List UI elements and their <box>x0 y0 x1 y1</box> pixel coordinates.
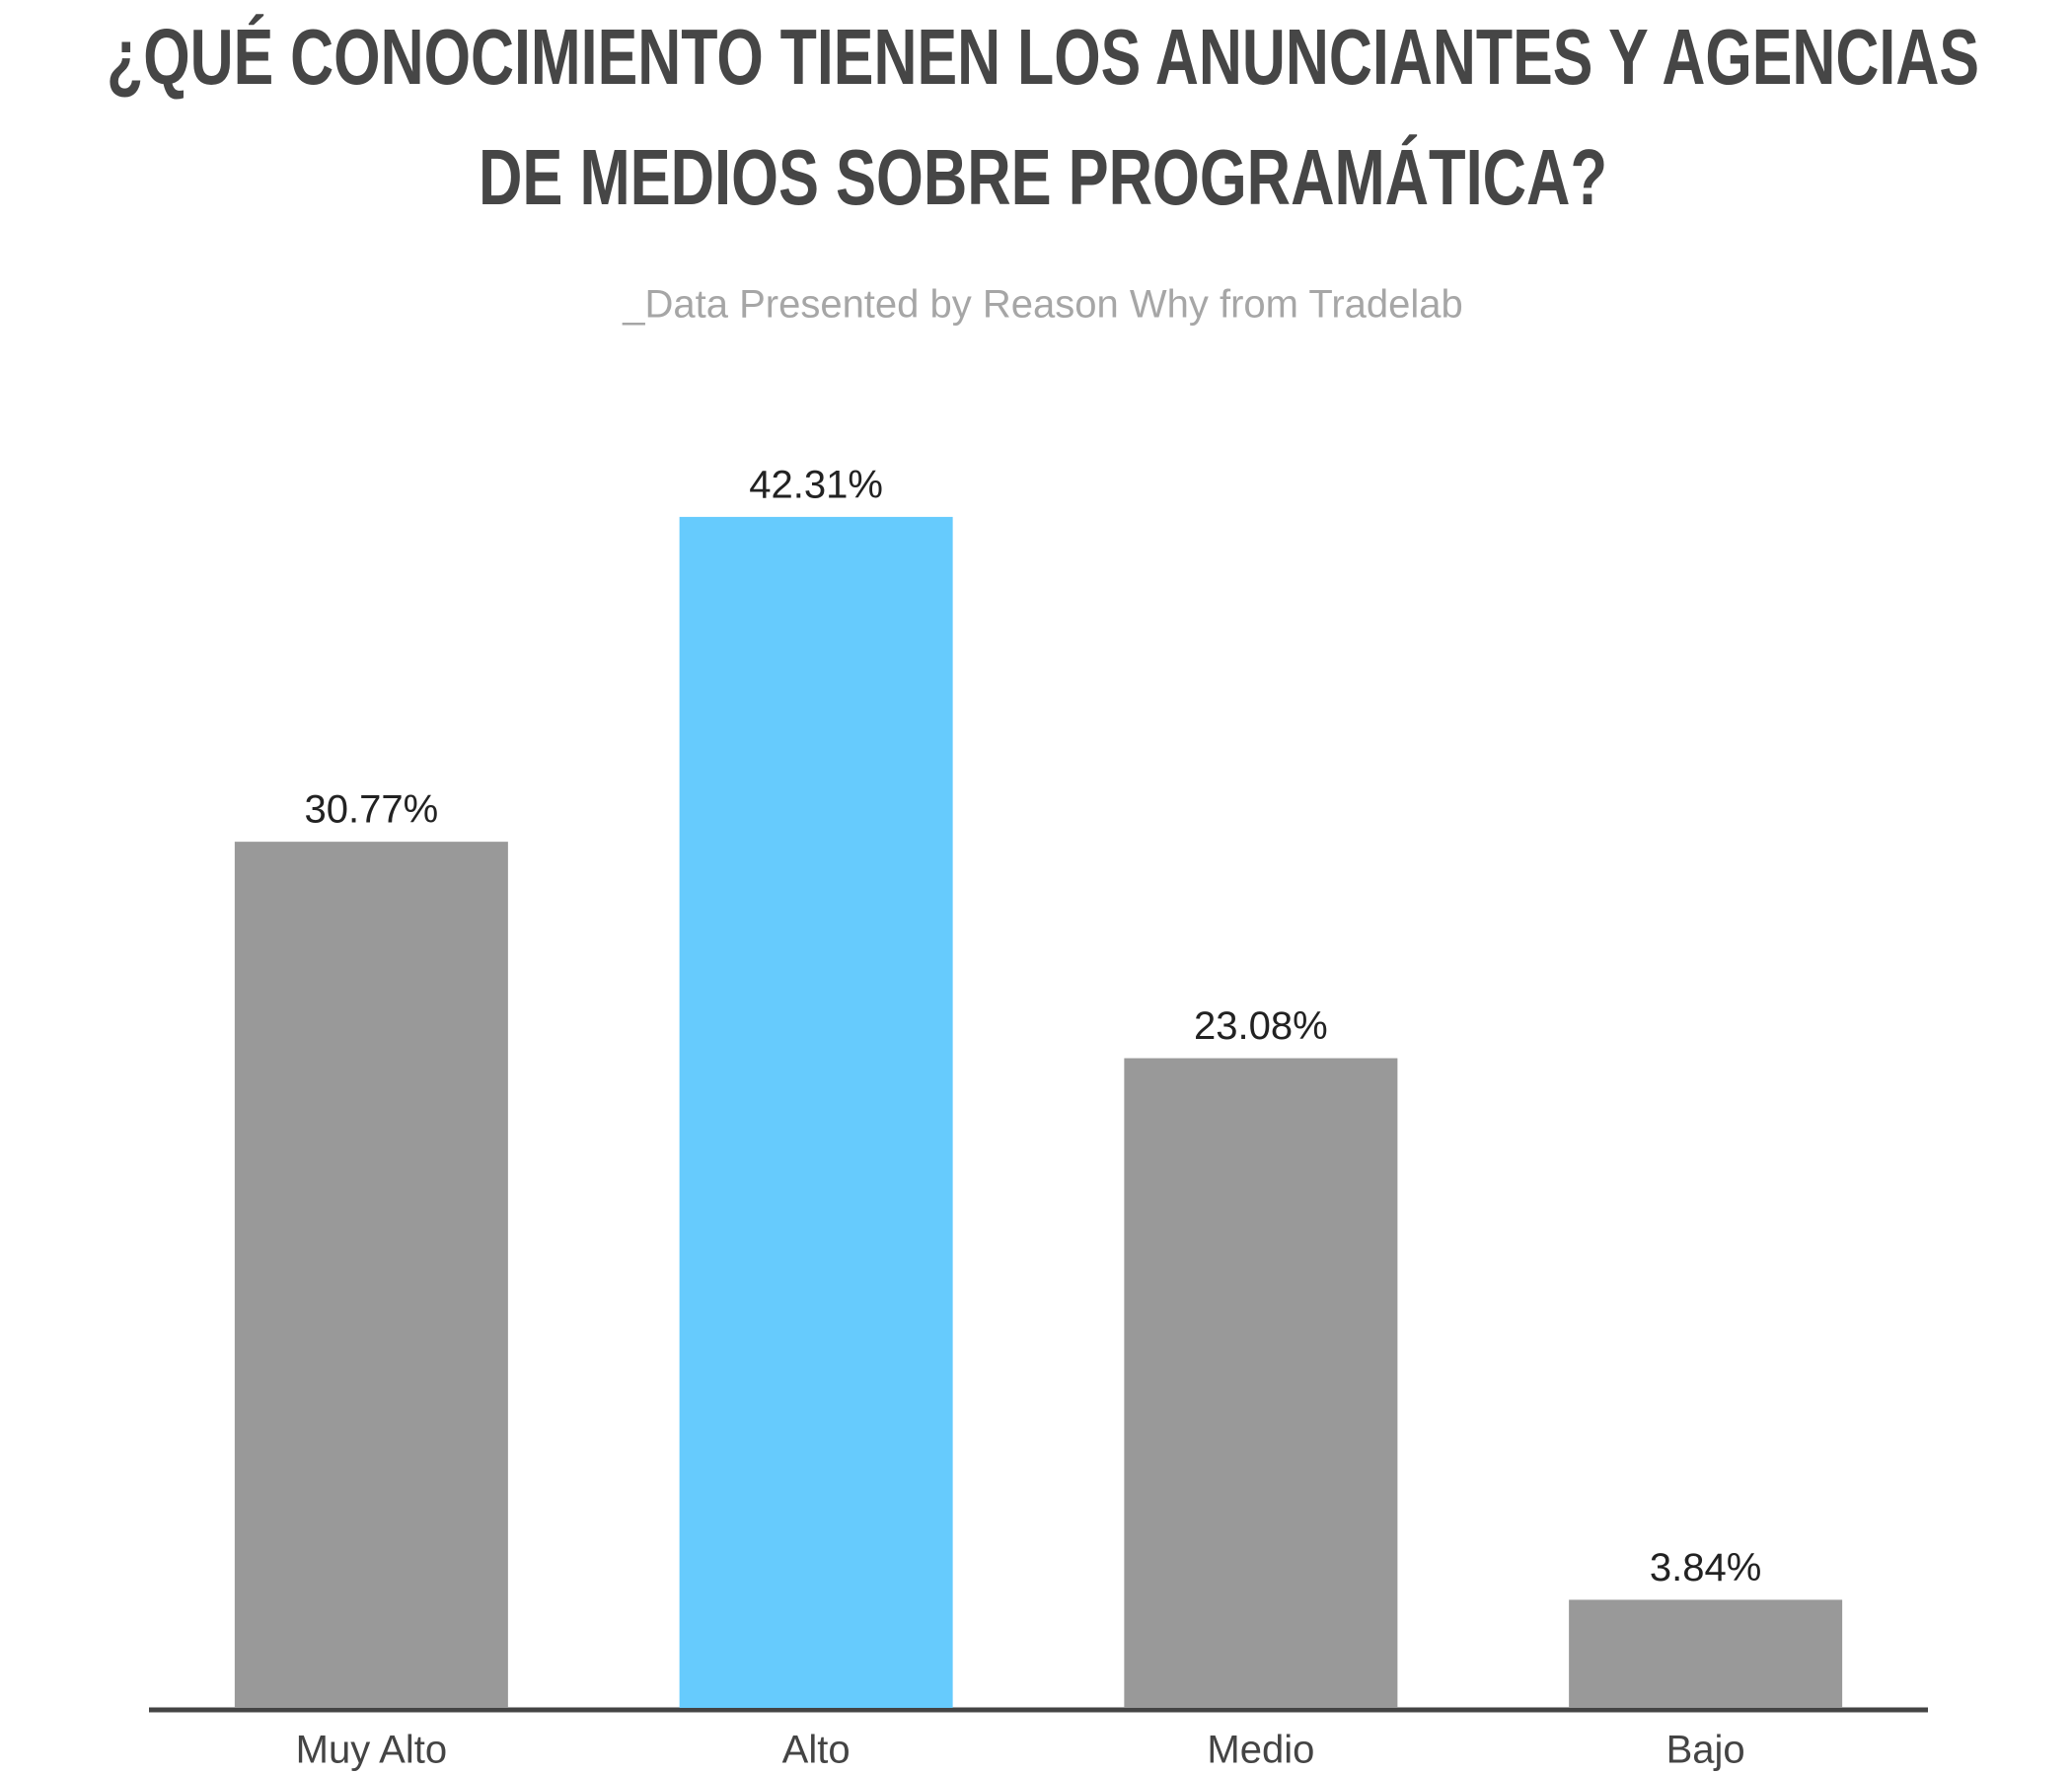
x-tick-label: Alto <box>782 1729 851 1772</box>
bar <box>234 842 508 1708</box>
value-label: 3.84% <box>1650 1546 1761 1589</box>
x-tick-label: Muy Alto <box>296 1729 447 1772</box>
value-label: 23.08% <box>1194 1004 1328 1048</box>
x-tick-label: Bajo <box>1666 1729 1745 1772</box>
chart-title: DE MEDIOS SOBRE PROGRAMÁTICA? <box>479 133 1607 221</box>
x-tick-label: Medio <box>1207 1729 1314 1772</box>
bar <box>679 516 953 1708</box>
bar <box>1569 1599 1843 1708</box>
chart-title: ¿QUÉ CONOCIMIENTO TIENEN LOS ANUNCIANTES… <box>107 13 1979 101</box>
bar <box>1124 1058 1398 1708</box>
value-label: 30.77% <box>305 788 439 832</box>
value-label: 42.31% <box>749 463 883 506</box>
chart-subtitle: _Data Presented by Reason Why from Trade… <box>622 283 1463 327</box>
